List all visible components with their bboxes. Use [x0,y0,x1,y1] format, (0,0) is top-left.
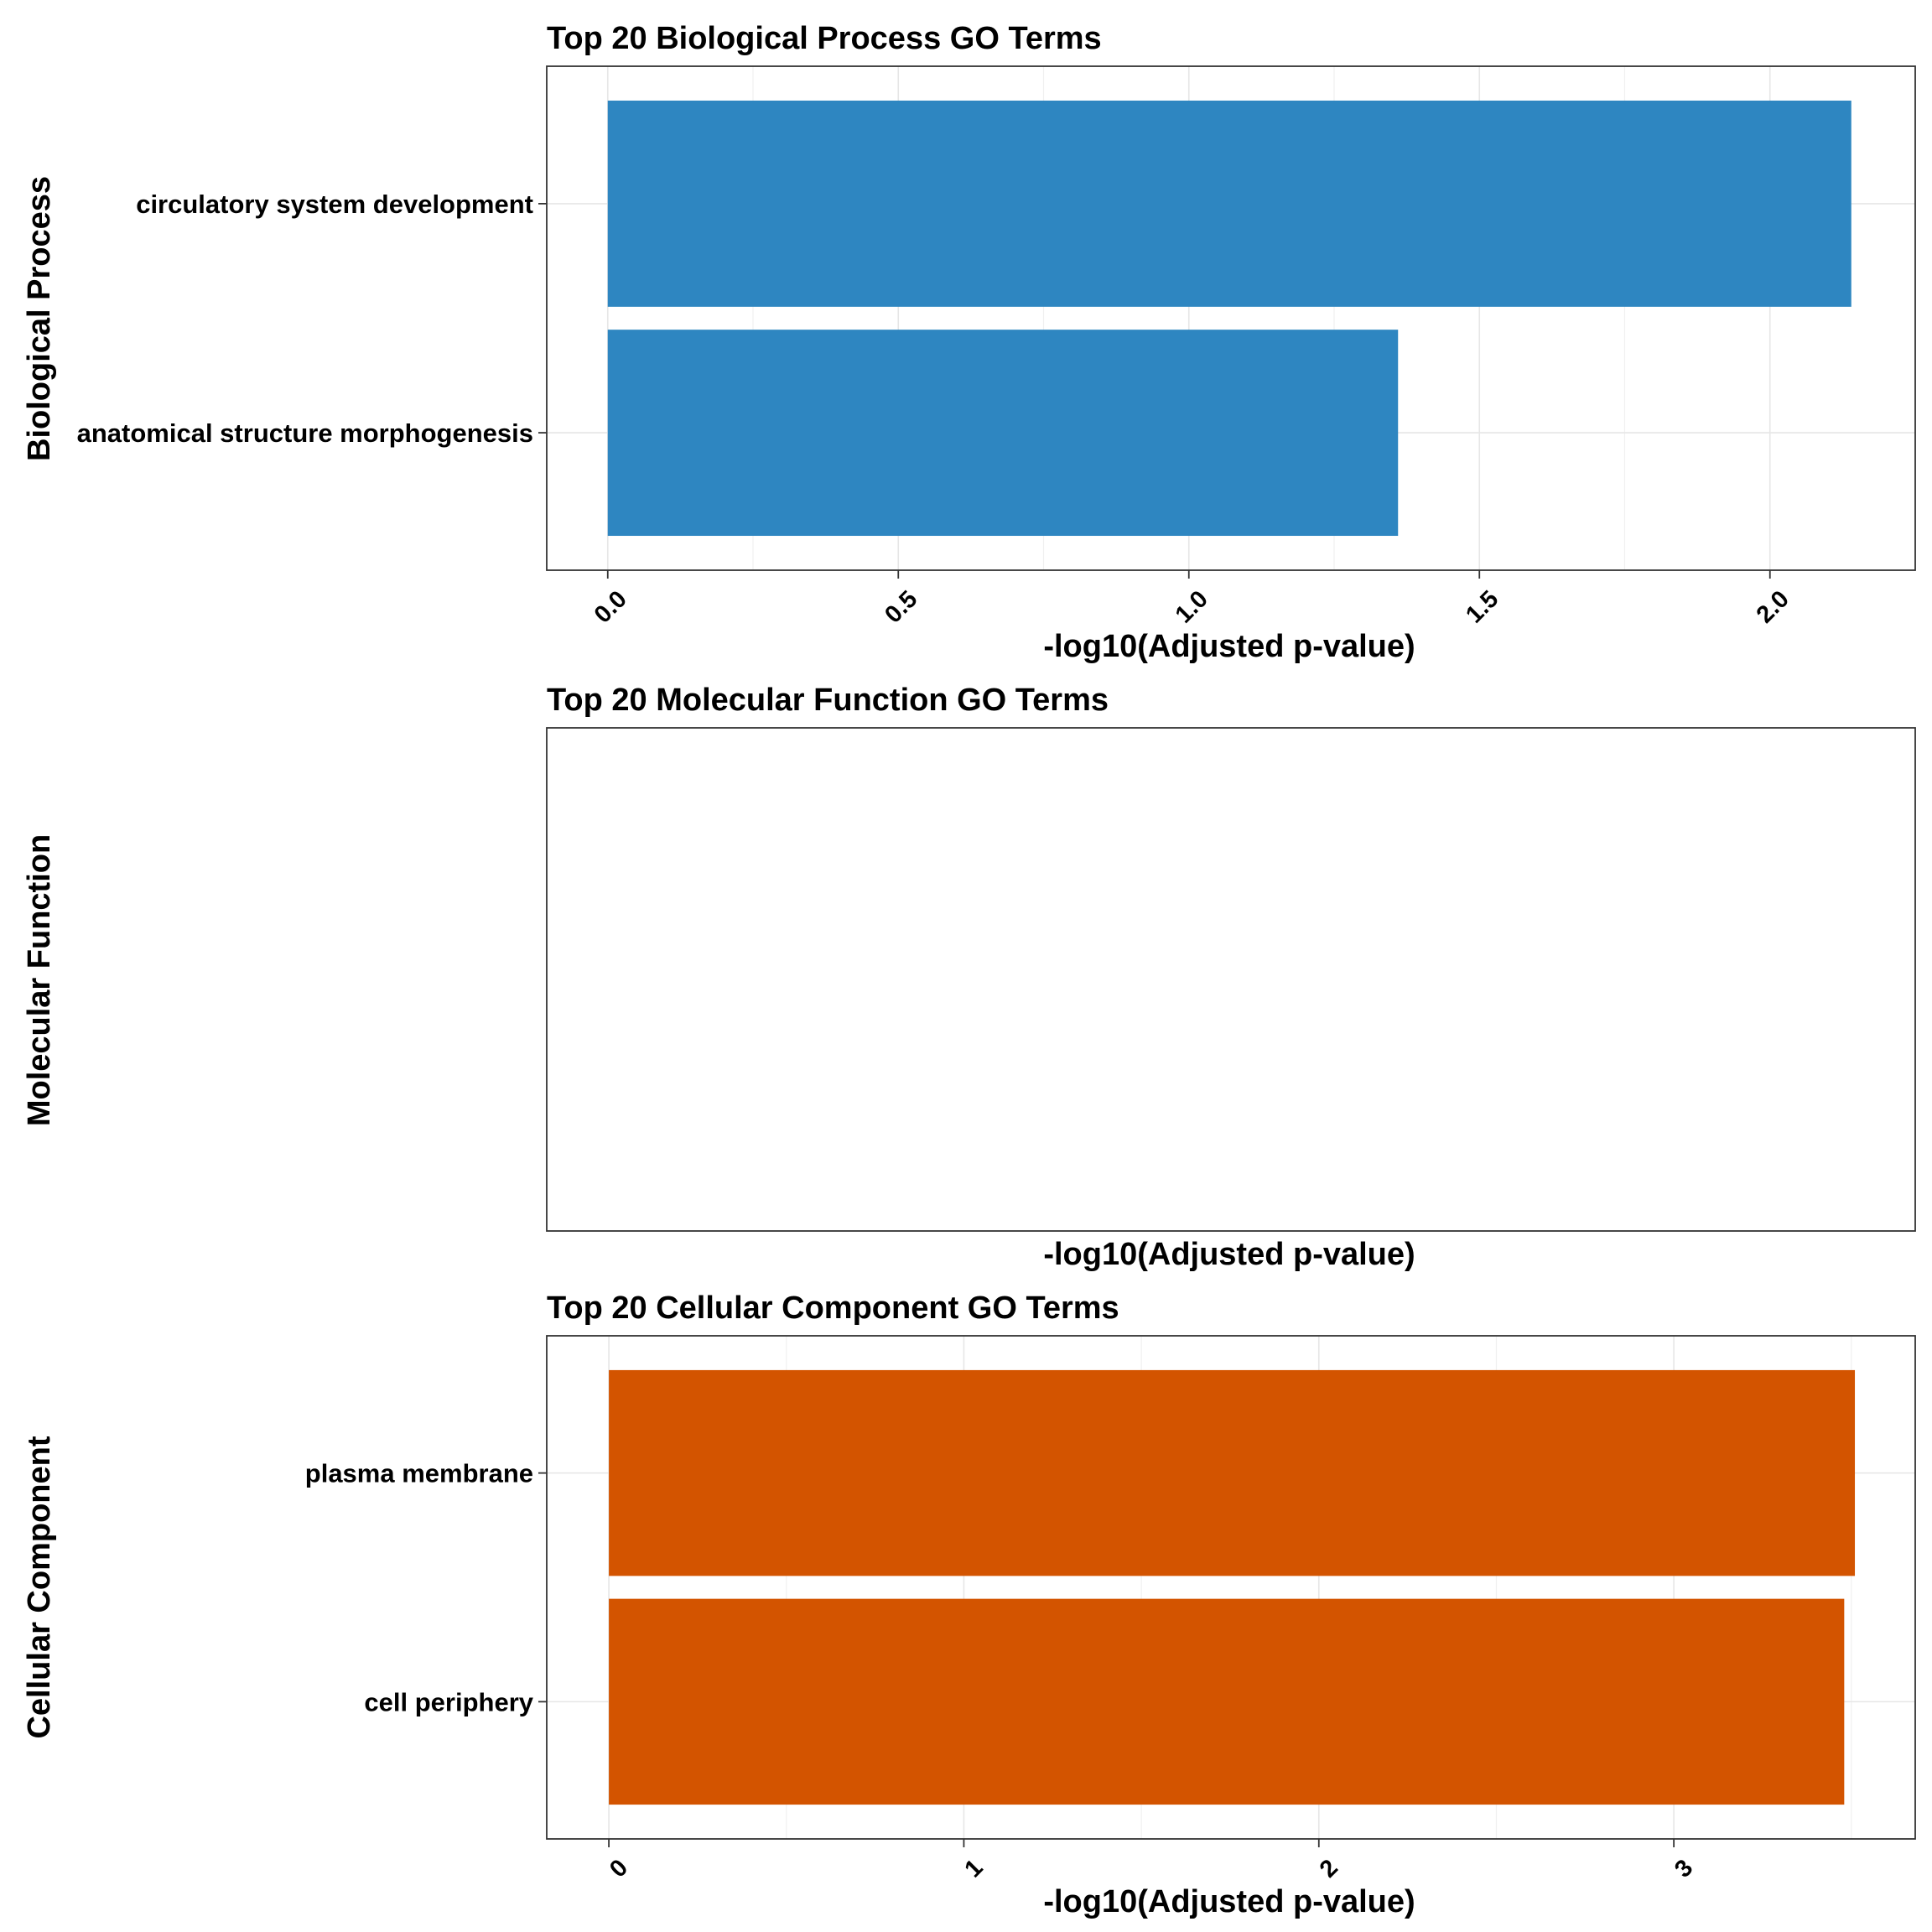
panel-cellular-component: Top 20 Cellular Component GO Terms Cellu… [22,1291,1916,1919]
bar [607,330,1399,537]
chart-title-molecular-function: Top 20 Molecular Function GO Terms [547,683,1109,718]
y-axis-title-molecular-function: Molecular Function [22,834,57,1126]
x-axis-title-biological-process: -log10(Adjusted p-value) [1043,629,1415,664]
x-axis-title-cellular-component: -log10(Adjusted p-value) [1043,1884,1415,1919]
x-axis-title-molecular-function: -log10(Adjusted p-value) [1043,1237,1415,1272]
panel-border [546,65,1916,571]
bar [607,100,1852,307]
panel-molecular-function: Top 20 Molecular Function GO Terms Molec… [22,683,1916,1272]
y-axis-title-biological-process: Biological Process [22,176,57,461]
bar [609,1369,1856,1576]
y-axis-title-cellular-component: Cellular Component [22,1436,57,1738]
y-tick-label: cell periphery [364,1687,533,1716]
y-tick-label: anatomical structure morphogenesis [77,418,533,448]
panel-biological-process: Top 20 Biological Process GO Terms Biolo… [22,21,1916,664]
panel-border [546,1335,1916,1840]
chart-title-cellular-component: Top 20 Cellular Component GO Terms [547,1291,1119,1326]
bar [609,1598,1845,1805]
panel-border [546,727,1916,1232]
y-tick-label: circulatory system development [136,190,533,219]
chart-title-biological-process: Top 20 Biological Process GO Terms [547,21,1102,56]
y-tick-label: plasma membrane [305,1459,533,1488]
